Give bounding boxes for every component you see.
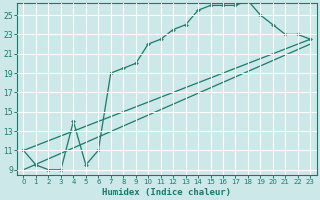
X-axis label: Humidex (Indice chaleur): Humidex (Indice chaleur): [102, 188, 231, 197]
